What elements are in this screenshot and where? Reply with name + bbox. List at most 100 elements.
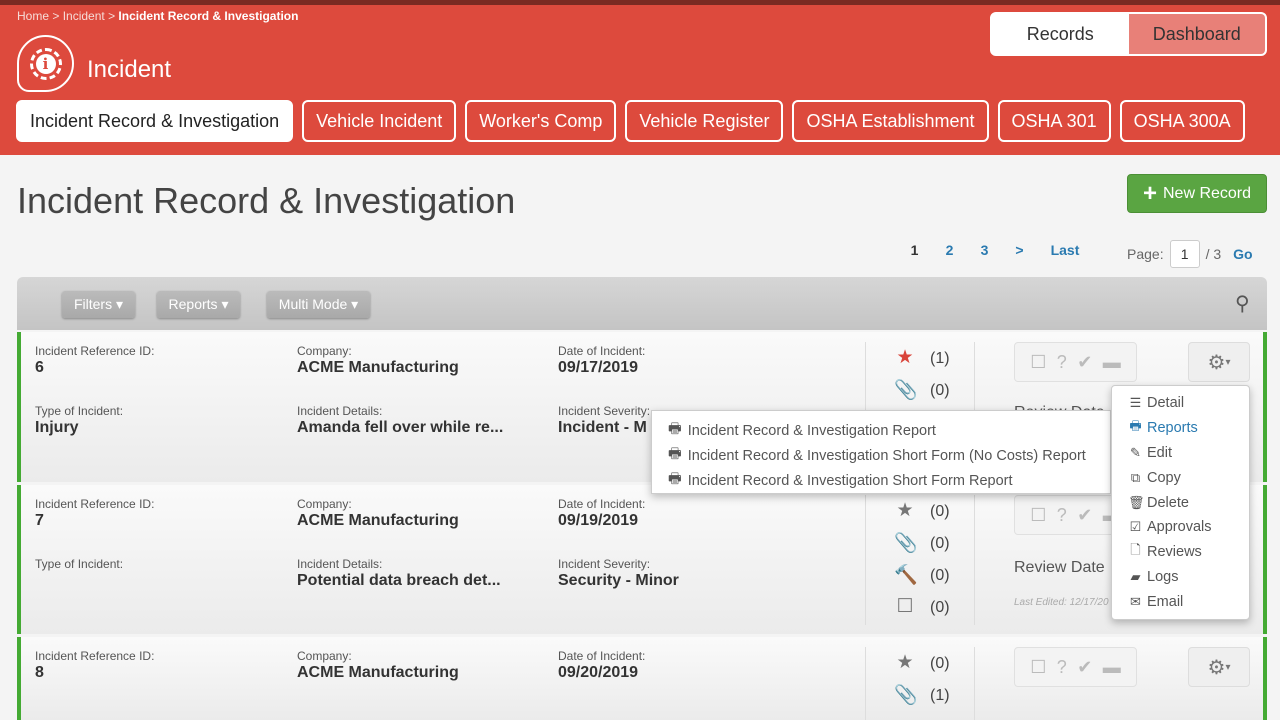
- star-icon[interactable]: ★: [896, 652, 914, 673]
- report-item[interactable]: 🖶 Incident Record & Investigation Short F…: [652, 468, 1110, 493]
- window-icon[interactable]: ☐: [1030, 351, 1047, 372]
- company: ACME Manufacturing: [297, 359, 459, 376]
- gear-dropdown-menu: ☰ Detail 🖶 Reports ✎ Edit ⧉ Copy 🗑 Delete ☑ Ap…: [1111, 385, 1250, 620]
- tab-incident-record[interactable]: Incident Record & Investigation: [16, 100, 294, 142]
- next-page[interactable]: >: [1015, 242, 1024, 258]
- star-count: (1): [930, 350, 950, 367]
- report-label: Incident Record & Investigation Short Fo…: [687, 447, 1086, 464]
- label: Type of Incident:: [35, 404, 124, 418]
- check-icon[interactable]: ✔: [1077, 504, 1093, 525]
- module-tabs: Incident Record & Investigation Vehicle …: [16, 100, 1245, 142]
- reports-dropdown[interactable]: Reports ▾: [157, 291, 240, 318]
- question-icon[interactable]: ?: [1056, 656, 1067, 677]
- menu-label: Email: [1147, 593, 1184, 610]
- divider: [974, 342, 975, 472]
- report-item[interactable]: 🖶 Incident Record & Investigation Short F…: [652, 443, 1110, 468]
- go-button[interactable]: Go: [1233, 246, 1253, 262]
- print-icon: 🖶: [1129, 418, 1142, 434]
- label: Incident Reference ID:: [35, 344, 155, 358]
- menu-reports[interactable]: 🖶 Reports: [1112, 416, 1249, 441]
- reports-submenu: 🖶 Incident Record & Investigation Report …: [651, 410, 1111, 494]
- label: Date of Incident:: [558, 649, 646, 663]
- menu-edit[interactable]: ✎ Edit: [1112, 441, 1249, 466]
- divider: [974, 647, 975, 720]
- gear-icon: ⚙: [1207, 656, 1226, 679]
- status-buttons: ☐? ✔ ▬: [1014, 647, 1137, 687]
- multi-mode-dropdown[interactable]: Multi Mode ▾: [267, 291, 370, 318]
- paperclip-icon[interactable]: 📎: [894, 380, 918, 401]
- divider: [974, 495, 975, 625]
- menu-detail[interactable]: ☰ Detail: [1112, 391, 1249, 416]
- tab-osha-301[interactable]: OSHA 301: [997, 100, 1111, 142]
- menu-approvals[interactable]: ☑ Approvals: [1112, 515, 1249, 540]
- divider: [865, 342, 866, 472]
- label: Type of Incident:: [35, 557, 124, 571]
- page-2[interactable]: 2: [945, 242, 954, 258]
- label: Company:: [297, 497, 352, 511]
- gear-menu-button[interactable]: ⚙ ▾: [1188, 342, 1250, 382]
- report-item[interactable]: 🖶 Incident Record & Investigation Report: [652, 418, 1110, 443]
- paperclip-icon[interactable]: 📎: [894, 685, 918, 706]
- label: Date of Incident:: [558, 344, 646, 358]
- edit-icon: ✎: [1130, 444, 1141, 460]
- tab-osha-300a[interactable]: OSHA 300A: [1119, 100, 1245, 142]
- folder-icon[interactable]: ▬: [1102, 351, 1121, 372]
- dashboard-button[interactable]: Dashboard: [1128, 14, 1265, 54]
- filters-dropdown[interactable]: Filters ▾: [62, 291, 135, 318]
- records-button[interactable]: Records: [1026, 23, 1094, 44]
- print-icon: 🖶: [668, 471, 682, 487]
- view-toggle: Records Dashboard: [990, 12, 1267, 56]
- gear-menu-button[interactable]: ⚙ ▾: [1188, 647, 1250, 687]
- severity: Security - Minor: [558, 572, 679, 589]
- record-row[interactable]: Incident Reference ID: 8 Company: ACME M…: [17, 637, 1267, 720]
- page-3[interactable]: 3: [980, 242, 989, 258]
- question-icon[interactable]: ?: [1056, 504, 1067, 525]
- tab-osha-establishment[interactable]: OSHA Establishment: [792, 100, 989, 142]
- menu-reviews[interactable]: 🗋 Reviews: [1112, 540, 1249, 565]
- page-1[interactable]: 1: [910, 242, 919, 258]
- attachment-count: (0): [930, 382, 950, 399]
- menu-copy[interactable]: ⧉ Copy: [1112, 465, 1249, 490]
- report-label: Incident Record & Investigation Short Fo…: [687, 472, 1013, 489]
- menu-delete[interactable]: 🗑 Delete: [1112, 490, 1249, 515]
- paperclip-icon[interactable]: 📎: [894, 533, 918, 554]
- menu-label: Logs: [1147, 568, 1179, 585]
- last-edited: Last Edited: 12/17/20: [1014, 597, 1109, 608]
- incident-logo-icon: i: [17, 35, 74, 92]
- details: Amanda fell over while re...: [297, 419, 504, 436]
- new-record-label: New Record: [1162, 184, 1252, 202]
- star-icon[interactable]: ★: [896, 500, 914, 521]
- window-icon[interactable]: ☐: [1030, 656, 1047, 677]
- new-record-button[interactable]: + New Record: [1127, 174, 1267, 213]
- page-title: Incident Record & Investigation: [17, 180, 516, 221]
- breadcrumb-incident[interactable]: Incident: [62, 9, 105, 23]
- record-row[interactable]: Incident Reference ID: 7 Company: ACME M…: [17, 485, 1267, 634]
- search-icon[interactable]: ⚲: [1235, 293, 1250, 315]
- window-icon[interactable]: ☐: [1030, 504, 1047, 525]
- status-buttons: ☐? ✔ ▬: [1014, 342, 1137, 382]
- tab-vehicle-register[interactable]: Vehicle Register: [625, 100, 784, 142]
- check-icon[interactable]: ✔: [1077, 351, 1093, 372]
- ref-id: 7: [35, 512, 44, 529]
- note-icon[interactable]: ☐: [896, 596, 914, 617]
- menu-label: Approvals: [1147, 519, 1212, 536]
- report-label: Incident Record & Investigation Report: [687, 422, 936, 439]
- check-icon[interactable]: ✔: [1077, 656, 1093, 677]
- star-icon[interactable]: ★: [896, 347, 914, 368]
- note-count: (0): [930, 599, 950, 616]
- question-icon[interactable]: ?: [1056, 351, 1067, 372]
- company: ACME Manufacturing: [297, 664, 459, 681]
- label: Company:: [297, 649, 352, 663]
- menu-email[interactable]: ✉ Email: [1112, 589, 1249, 614]
- tab-workers-comp[interactable]: Worker's Comp: [465, 100, 617, 142]
- folder-icon[interactable]: ▬: [1102, 656, 1121, 677]
- breadcrumb-home[interactable]: Home: [17, 9, 50, 23]
- menu-logs[interactable]: ▰ Logs: [1112, 565, 1249, 590]
- company: ACME Manufacturing: [297, 512, 459, 529]
- gavel-icon[interactable]: 🔨: [894, 565, 918, 586]
- list-icon: ☰: [1129, 395, 1142, 411]
- page-input[interactable]: 1: [1169, 240, 1200, 268]
- last-page[interactable]: Last: [1050, 242, 1080, 258]
- tab-vehicle-incident[interactable]: Vehicle Incident: [302, 100, 457, 142]
- envelope-icon: ✉: [1130, 593, 1141, 609]
